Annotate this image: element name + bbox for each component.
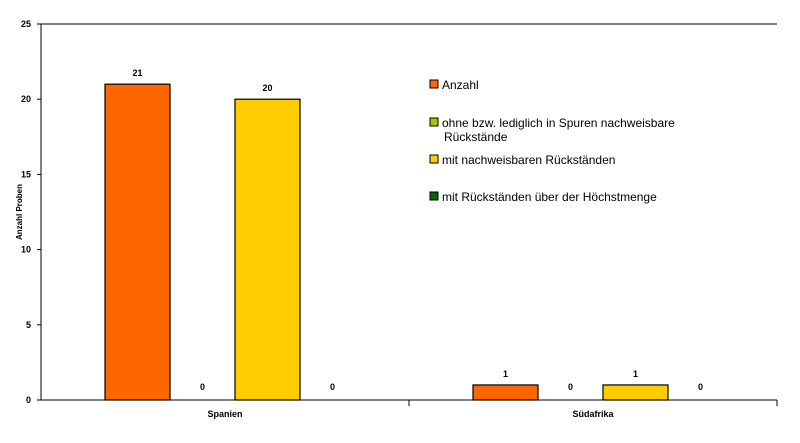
legend-label: mit nachweisbaren Rückständen bbox=[442, 153, 615, 167]
bar bbox=[104, 83, 171, 401]
y-tick-label: 0 bbox=[26, 395, 31, 405]
data-label: 21 bbox=[132, 68, 142, 78]
data-label: 20 bbox=[262, 83, 272, 93]
legend-label: ohne bzw. lediglich in Spuren nachweisba… bbox=[442, 116, 675, 130]
data-label: 1 bbox=[503, 369, 508, 379]
legend-swatch bbox=[429, 154, 439, 164]
legend-label: Anzahl bbox=[442, 78, 479, 92]
legend-label: Rückstände bbox=[444, 130, 508, 144]
data-label: 0 bbox=[330, 382, 335, 392]
legend-swatch bbox=[429, 191, 439, 201]
data-label: 0 bbox=[200, 382, 205, 392]
y-axis-label: Anzahl Proben bbox=[15, 184, 24, 240]
category-label: Spanien bbox=[207, 409, 242, 419]
legend-swatch bbox=[429, 79, 439, 89]
y-tick-label: 20 bbox=[21, 94, 31, 104]
data-label: 0 bbox=[698, 382, 703, 392]
data-label: 1 bbox=[633, 369, 638, 379]
y-tick-label: 5 bbox=[26, 320, 31, 330]
y-tick-label: 25 bbox=[21, 19, 31, 29]
legend-swatch bbox=[429, 117, 439, 127]
legend: Anzahl ohne bzw. lediglich in Spuren nach… bbox=[429, 78, 675, 204]
y-tick-label: 15 bbox=[21, 169, 31, 179]
bar bbox=[234, 98, 301, 401]
bar bbox=[602, 384, 669, 401]
bar bbox=[472, 384, 539, 401]
data-label: 0 bbox=[568, 382, 573, 392]
category-label: Südafrika bbox=[572, 409, 614, 419]
y-tick-label: 10 bbox=[21, 245, 31, 255]
legend-label: mit Rückständen über der Höchstmenge bbox=[442, 190, 657, 204]
